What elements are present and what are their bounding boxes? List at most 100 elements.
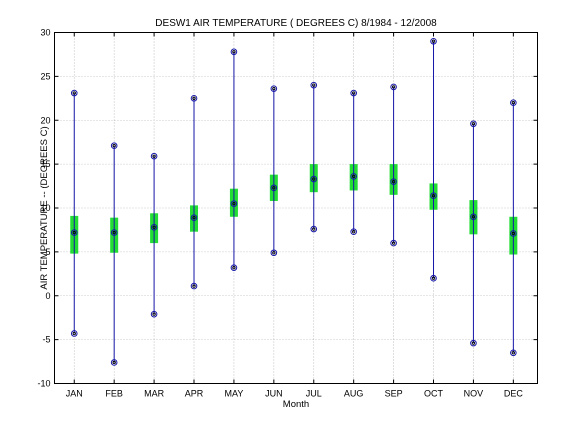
x-tick-label-jun: JUN [265, 389, 283, 399]
mean-marker-core-jan [72, 230, 76, 235]
max-marker-apr [190, 95, 198, 102]
x-tick-label-oct: OCT [424, 389, 444, 399]
max-marker-aug [350, 89, 357, 97]
min-marker-core-jun [272, 251, 276, 255]
y-tick-label: 25 [40, 71, 50, 81]
min-marker-jun [270, 249, 278, 257]
max-marker-jun [270, 85, 278, 92]
y-tick-label: 20 [40, 115, 50, 125]
mean-marker-core-aug [352, 174, 356, 179]
mean-marker-core-jul [312, 177, 316, 181]
y-tick-label: -5 [42, 335, 50, 345]
min-marker-core-aug [352, 230, 356, 234]
min-marker-core-may [232, 266, 236, 270]
max-marker-core-mar [152, 154, 156, 158]
min-marker-core-feb [112, 360, 116, 365]
y-tick-label: 10 [40, 203, 50, 213]
x-tick-label-apr: APR [185, 389, 204, 399]
min-marker-mar [150, 310, 158, 318]
chart-title: DESW1 AIR TEMPERATURE ( DEGREES C) 8/198… [155, 18, 437, 29]
x-tick-label-nov: NOV [464, 389, 484, 399]
x-axis: JAN FEB MAR APR MAY JUN JUL AUG SEP OCT NOV DEC [66, 32, 524, 399]
mean-marker-core-jun [272, 186, 276, 190]
min-marker-core-oct [431, 276, 436, 280]
min-marker-may [230, 264, 238, 271]
max-marker-core-nov [471, 122, 476, 126]
max-marker-core-aug [352, 91, 356, 95]
max-marker-sep [390, 83, 397, 91]
max-marker-core-jul [312, 83, 316, 87]
x-tick-label-dec: DEC [504, 389, 524, 399]
mean-marker-core-oct [431, 194, 436, 198]
min-marker-nov [470, 339, 477, 347]
mean-marker-core-feb [112, 230, 116, 235]
max-marker-jan [70, 89, 78, 97]
max-marker-core-sep [391, 85, 396, 89]
max-marker-core-may [232, 50, 236, 54]
x-tick-label-may: MAY [225, 389, 244, 399]
y-tick-label: 15 [40, 159, 50, 169]
mean-marker-core-nov [471, 215, 476, 219]
min-marker-oct [430, 274, 437, 282]
mean-marker-oct [430, 192, 437, 200]
min-marker-core-sep [391, 241, 396, 245]
mean-marker-core-dec [511, 231, 515, 236]
x-tick-label-jul: JUL [306, 389, 322, 399]
min-marker-core-apr [192, 284, 196, 288]
mean-marker-sep [390, 178, 397, 185]
max-marker-feb [110, 142, 118, 149]
min-marker-core-mar [152, 312, 156, 316]
y-tick-label: 5 [45, 247, 50, 257]
x-tick-label-mar: MAR [144, 389, 165, 399]
max-marker-dec [510, 99, 517, 106]
mean-marker-core-sep [391, 180, 396, 184]
max-marker-core-jan [72, 91, 76, 95]
min-marker-feb [110, 359, 118, 366]
mean-marker-dec [510, 230, 517, 237]
mean-marker-mar [150, 224, 158, 231]
y-axis-title: AIR TEMPERATURE -- (DEGREES C) [39, 126, 50, 289]
min-marker-apr [190, 282, 198, 290]
mean-marker-feb [110, 229, 118, 236]
mean-marker-core-mar [152, 225, 156, 229]
plot-marks [70, 37, 518, 366]
mean-marker-may [230, 200, 238, 207]
x-tick-label-feb: FEB [105, 389, 123, 399]
max-marker-core-apr [192, 96, 196, 100]
y-axis: -10 -5 0 5 10 15 20 25 30 [37, 28, 538, 389]
min-marker-sep [390, 239, 397, 247]
min-marker-dec [510, 349, 517, 357]
max-marker-core-oct [431, 39, 436, 43]
y-tick-label: 0 [45, 291, 50, 301]
y-tick-label: -10 [37, 379, 50, 389]
max-marker-nov [470, 120, 477, 128]
x-axis-title: Month [283, 399, 309, 410]
x-tick-label-sep: SEP [385, 389, 403, 399]
mean-marker-jun [270, 184, 278, 192]
min-marker-core-nov [471, 341, 476, 345]
mean-marker-core-may [232, 201, 236, 206]
mean-marker-core-apr [192, 216, 196, 220]
min-marker-core-dec [511, 351, 515, 355]
mean-marker-nov [470, 213, 477, 221]
max-marker-oct [430, 37, 437, 45]
min-marker-core-jul [312, 227, 316, 231]
min-marker-jan [70, 330, 78, 337]
max-marker-jul [310, 81, 318, 89]
max-marker-may [230, 48, 238, 56]
max-marker-core-dec [511, 101, 515, 105]
max-marker-core-jun [272, 87, 276, 91]
min-marker-aug [350, 228, 357, 235]
x-tick-label-jan: JAN [66, 389, 83, 399]
mean-marker-jul [310, 175, 318, 183]
max-marker-core-feb [112, 144, 116, 148]
max-marker-mar [150, 152, 158, 160]
min-marker-jul [310, 225, 318, 233]
grid [54, 32, 538, 384]
mean-marker-jan [70, 229, 78, 236]
mean-marker-aug [350, 173, 357, 180]
min-marker-core-jan [72, 331, 76, 336]
x-tick-label-aug: AUG [344, 389, 364, 399]
